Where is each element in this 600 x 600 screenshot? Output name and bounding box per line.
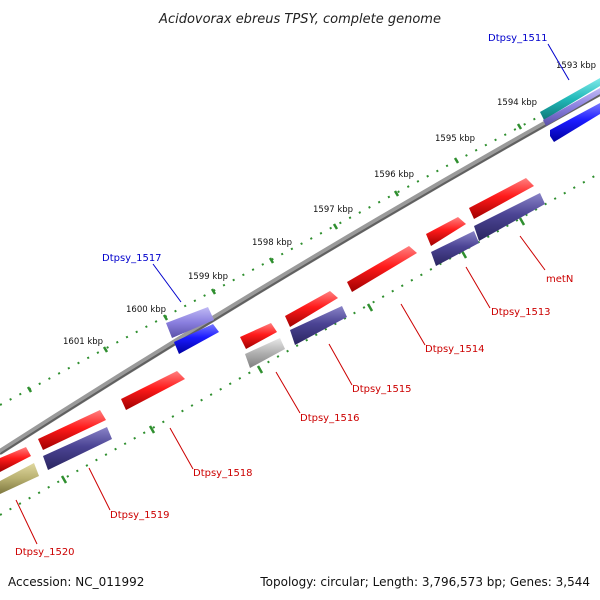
tick-label: 1600 kbp	[126, 305, 166, 315]
genome-backbone-shadow	[0, 94, 600, 455]
gene-dtpsy-1520-forward[interactable]	[0, 447, 31, 472]
gene-dtpsy-1516-forward[interactable]	[240, 323, 277, 349]
map-title: Acidovorax ebreus TPSY, complete genome	[158, 12, 441, 27]
gene-label-dtpsy-1513[interactable]: Dtpsy_1513	[491, 307, 551, 318]
gene-dtpsy-1519-forward[interactable]	[38, 410, 106, 450]
tick-label: 1598 kbp	[252, 238, 292, 248]
gene-label-dtpsy-1519[interactable]: Dtpsy_1519	[110, 510, 170, 521]
accession-text: Accession: NC_011992	[8, 575, 145, 589]
tick-label: 1596 kbp	[374, 170, 414, 180]
gene-metn-reverse[interactable]	[431, 231, 479, 266]
tick-label: 1594 kbp	[497, 98, 537, 108]
gene-label-dtpsy-1520[interactable]: Dtpsy_1520	[15, 547, 75, 558]
tick-label: 1599 kbp	[188, 272, 228, 282]
gene-dtpsy-1511-group[interactable]	[540, 78, 600, 142]
gene-label-dtpsy-1518[interactable]: Dtpsy_1518	[193, 468, 253, 479]
tick-label: 1601 kbp	[63, 337, 103, 347]
gene-label-dtpsy-1511[interactable]: Dtpsy_1511	[488, 33, 548, 44]
gene-label-dtpsy-1517[interactable]: Dtpsy_1517	[102, 253, 162, 264]
tick-label: 1595 kbp	[435, 134, 475, 144]
genome-summary-text: Topology: circular; Length: 3,796,573 bp…	[260, 575, 590, 589]
outer-scale-track	[0, 83, 600, 406]
tick-label: 1593 kbp	[556, 61, 596, 71]
gene-label-dtpsy-1514[interactable]: Dtpsy_1514	[425, 344, 485, 355]
gene-dtpsy-1514-forward-b[interactable]	[347, 246, 417, 292]
genome-backbone	[0, 90, 600, 455]
gene-label-metn[interactable]: metN	[546, 274, 573, 285]
gene-dtpsy-1515-forward[interactable]	[285, 291, 338, 327]
gene-dtpsy-1519-reverse[interactable]	[43, 427, 112, 470]
gene-dtpsy-1516-trna[interactable]	[245, 338, 285, 368]
gene-label-dtpsy-1516[interactable]: Dtpsy_1516	[300, 413, 360, 424]
inner-major-ticks	[60, 217, 526, 484]
gene-dtpsy-1518-forward[interactable]	[121, 371, 185, 410]
gene-label-dtpsy-1515[interactable]: Dtpsy_1515	[352, 384, 412, 395]
gene-dtpsy-1520-pseudo[interactable]	[0, 463, 39, 494]
gene-dtpsy-1515-reverse[interactable]	[290, 306, 347, 345]
gene-dtpsy-1514-forward-a[interactable]	[426, 217, 466, 246]
gene-dtpsy-1517-group[interactable]	[166, 307, 219, 354]
tick-label: 1597 kbp	[313, 205, 353, 215]
outer-major-ticks	[26, 92, 580, 393]
gene-dtpsy-1513-forward[interactable]	[469, 178, 534, 219]
gene-dtpsy-1513-reverse[interactable]	[474, 193, 545, 241]
label-leaders	[15, 43, 570, 545]
